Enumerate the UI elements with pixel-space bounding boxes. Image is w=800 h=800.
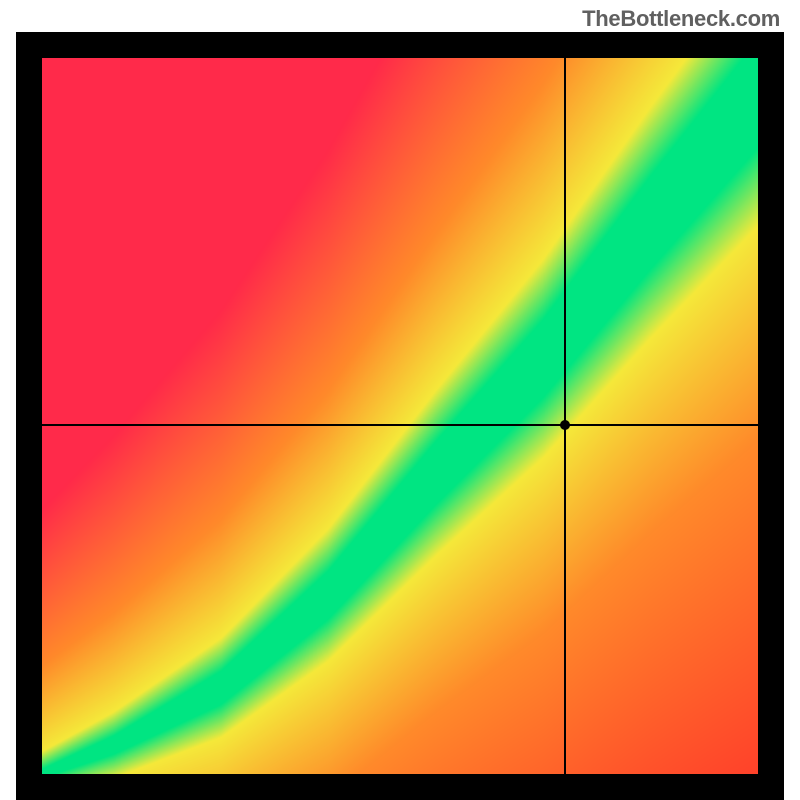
heatmap-plot-area: [42, 58, 758, 774]
chart-container: TheBottleneck.com: [0, 0, 800, 800]
heatmap-canvas: [42, 58, 758, 774]
chart-outer-frame: [16, 32, 784, 800]
watermark-text: TheBottleneck.com: [582, 6, 780, 32]
